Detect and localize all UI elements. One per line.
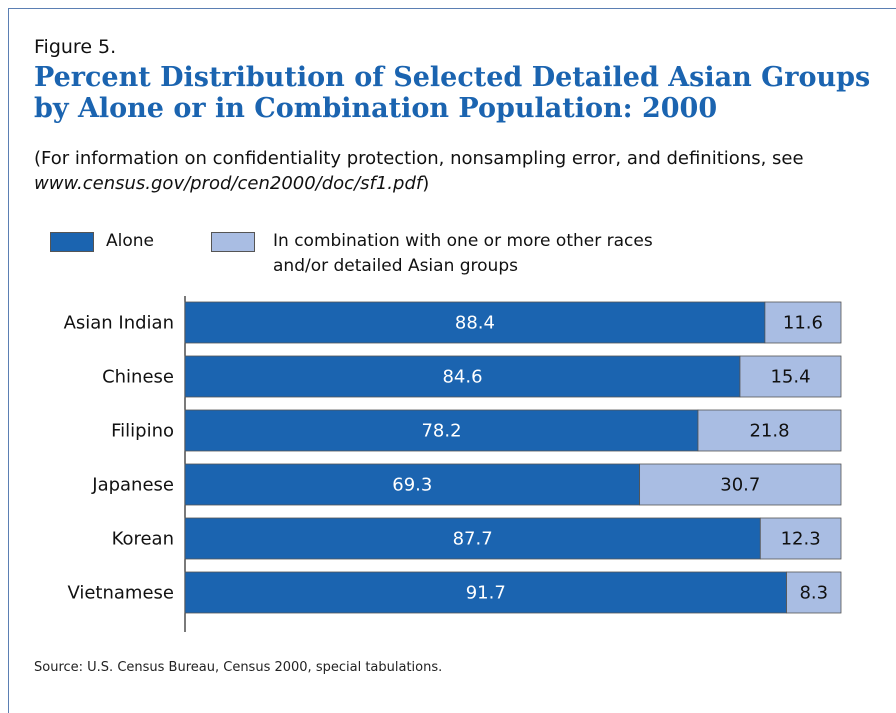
figure-frame (8, 8, 896, 713)
bar-combination (639, 463, 842, 506)
bar-combination (697, 409, 842, 452)
bar-alone (184, 517, 761, 560)
data-label-combination: 30.7 (720, 475, 760, 496)
data-label-alone: 78.2 (421, 421, 461, 442)
bar-alone (184, 301, 766, 344)
data-label-combination: 21.8 (749, 421, 789, 442)
bar-combination (764, 301, 842, 344)
legend-swatch-alone (50, 232, 94, 252)
data-label-alone: 69.3 (392, 475, 432, 496)
data-label-alone: 91.7 (466, 583, 506, 604)
bar-alone (184, 463, 641, 506)
figure-label: Figure 5. (34, 36, 117, 58)
data-label-alone: 88.4 (455, 313, 495, 334)
source-note: Source: U.S. Census Bureau, Census 2000,… (34, 660, 443, 675)
category-label: Korean (112, 529, 174, 550)
note-suffix: ) (422, 173, 430, 194)
data-label-alone: 84.6 (442, 367, 482, 388)
note-prefix: (For information on confidentiality prot… (34, 148, 804, 169)
legend-label-combination: In combination with one or more other ra… (273, 231, 653, 276)
bar-alone (184, 355, 741, 398)
category-label: Japanese (91, 475, 174, 496)
note-url: www.census.gov/prod/cen2000/doc/sf1.pdf (34, 173, 423, 194)
legend-swatch-combination (211, 232, 255, 252)
bar-combination (739, 355, 842, 398)
category-label: Vietnamese (67, 583, 174, 604)
data-label-combination: 8.3 (799, 583, 828, 604)
bar-combination (759, 517, 842, 560)
category-label: Chinese (102, 367, 174, 388)
data-label-combination: 12.3 (781, 529, 821, 550)
category-label: Filipino (111, 421, 174, 442)
bar-alone (184, 571, 787, 614)
bar-combination (786, 571, 842, 614)
chart-title-line2: by Alone or in Combination Population: 2… (34, 93, 718, 124)
data-label-combination: 15.4 (770, 367, 810, 388)
chart-title-line1: Percent Distribution of Selected Detaile… (34, 62, 871, 93)
chart-title: Percent Distribution of Selected Detaile… (34, 62, 874, 124)
category-label: Asian Indian (64, 313, 174, 334)
legend-label-alone: Alone (106, 231, 154, 251)
data-label-alone: 87.7 (453, 529, 493, 550)
methodology-note: (For information on confidentiality prot… (34, 146, 884, 196)
data-label-combination: 11.6 (783, 313, 823, 334)
